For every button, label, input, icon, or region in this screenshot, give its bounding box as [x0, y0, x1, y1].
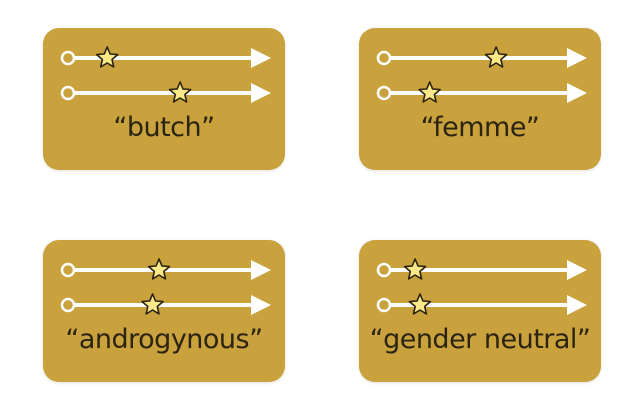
spectrum-track — [60, 293, 271, 315]
spectrum-tracks — [376, 46, 587, 103]
arrow-head-icon — [251, 48, 271, 68]
circle-origin-icon — [60, 262, 76, 278]
circle-origin-icon — [60, 85, 76, 101]
spectrum-track — [376, 293, 587, 315]
star-icon — [147, 258, 171, 280]
card-label: “butch” — [113, 112, 215, 143]
star-icon — [95, 46, 119, 68]
circle-origin-icon — [376, 85, 392, 101]
arrow-head-icon — [251, 295, 271, 315]
spectrum-tracks — [60, 46, 271, 103]
star-icon — [141, 293, 164, 315]
circle-origin-icon — [376, 297, 392, 313]
star-icon — [168, 81, 192, 103]
spectrum-track — [60, 46, 271, 68]
spectrum-track — [376, 258, 587, 280]
star-icon — [408, 293, 432, 315]
arrow-head-icon — [251, 83, 271, 103]
circle-origin-icon — [376, 50, 392, 66]
star-icon — [418, 81, 441, 103]
star-icon — [403, 258, 427, 280]
arrow-head-icon — [567, 83, 587, 103]
spectrum-card-gender-neutral: “gender neutral” — [359, 240, 601, 382]
arrow-head-icon — [567, 260, 587, 280]
spectrum-card-femme: “femme” — [359, 28, 601, 170]
spectrum-track — [60, 258, 271, 280]
circle-origin-icon — [60, 297, 76, 313]
arrow-head-icon — [251, 260, 271, 280]
spectrum-card-androgynous: “androgynous” — [43, 240, 285, 382]
spectrum-track — [60, 81, 271, 103]
card-label: “gender neutral” — [369, 324, 591, 355]
spectrum-track — [376, 81, 587, 103]
star-icon — [484, 46, 508, 68]
card-label: “femme” — [420, 112, 540, 143]
spectrum-tracks — [60, 258, 271, 315]
arrow-head-icon — [567, 48, 587, 68]
spectrum-card-butch: “butch” — [43, 28, 285, 170]
spectrum-track — [376, 46, 587, 68]
circle-origin-icon — [376, 262, 392, 278]
card-label: “androgynous” — [65, 324, 263, 355]
circle-origin-icon — [60, 50, 76, 66]
spectrum-tracks — [376, 258, 587, 315]
arrow-head-icon — [567, 295, 587, 315]
